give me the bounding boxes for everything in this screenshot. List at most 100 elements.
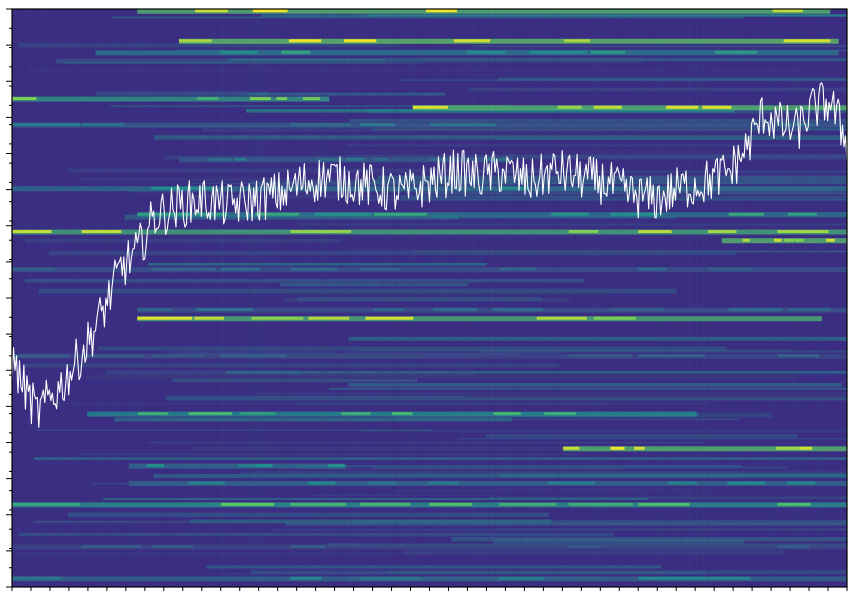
- heatmap-cell-column: [569, 9, 571, 587]
- heatmap-band-highlight: [776, 446, 800, 450]
- heatmap-cell-row: [86, 374, 796, 380]
- heatmap-cell-column: [75, 9, 76, 587]
- heatmap-cell-row: [201, 128, 806, 132]
- heatmap-cell-row: [378, 282, 546, 284]
- heatmap-band-highlight: [302, 97, 321, 101]
- heatmap-cell-column: [325, 9, 327, 587]
- heatmap-cell-column: [553, 9, 555, 587]
- heatmap-noise: [14, 9, 848, 587]
- heatmap-cell-row: [297, 465, 742, 467]
- heatmap-cell-row: [110, 105, 511, 107]
- heatmap-band-highlight: [529, 50, 588, 54]
- heatmap-cell-row: [38, 288, 677, 294]
- heatmap-cell-column: [281, 9, 283, 587]
- heatmap-cell-column: [468, 9, 470, 587]
- heatmap-cell-column: [250, 9, 251, 587]
- heatmap-cell-column: [170, 9, 172, 587]
- heatmap-cell-row: [328, 387, 847, 390]
- heatmap-cell-row: [338, 248, 682, 253]
- heatmap-cell-row: [373, 466, 787, 469]
- heatmap-cell-row: [302, 467, 626, 470]
- heatmap-cell-row: [316, 208, 745, 210]
- heatmap-cell-row: [280, 282, 469, 287]
- heatmap-band-highlight: [12, 502, 80, 506]
- heatmap-cell-column: [186, 9, 188, 587]
- heatmap-cell-row: [403, 550, 785, 555]
- heatmap-cell-column: [527, 9, 529, 587]
- heatmap-band-highlight: [707, 230, 737, 234]
- heatmap-band-highlight: [794, 238, 804, 242]
- heatmap-cell-column: [690, 9, 692, 587]
- heatmap-cell-column: [167, 9, 169, 587]
- heatmap-cell-column: [459, 9, 461, 587]
- heatmap-band-highlight: [206, 157, 232, 161]
- heatmap-cell-column: [277, 9, 279, 587]
- heatmap-cell-column: [344, 9, 345, 587]
- heatmap-band-highlight: [12, 576, 62, 580]
- heatmap-band-highlight: [638, 230, 672, 234]
- heatmap-band-highlight: [787, 308, 831, 312]
- heatmap-cell-column: [82, 9, 84, 587]
- heatmap-cell-row: [206, 565, 662, 569]
- heatmap-cell-column: [571, 9, 573, 587]
- heatmap-cell-row: [55, 58, 386, 64]
- heatmap-band-highlight: [234, 157, 247, 161]
- heatmap-cell-row: [247, 92, 446, 96]
- heatmap-cell-column: [516, 9, 517, 587]
- heatmap-band-highlight: [563, 446, 580, 450]
- heatmap-cell-column: [281, 9, 283, 587]
- heatmap-cell-column: [688, 9, 690, 587]
- heatmap-band-highlight: [373, 157, 389, 161]
- heatmap-cell-column: [512, 9, 514, 587]
- heatmap-band-highlight: [568, 230, 599, 234]
- heatmap-band: [412, 105, 847, 111]
- heatmap-cell-column: [696, 9, 698, 587]
- heatmap-band-highlight: [308, 481, 336, 485]
- heatmap-cell-column: [229, 9, 231, 587]
- heatmap-band-highlight: [255, 464, 273, 468]
- heatmap-band-highlight: [151, 186, 215, 190]
- heatmap-cell-column: [661, 9, 663, 587]
- heatmap-band: [563, 446, 847, 452]
- heatmap-cell-column: [769, 9, 771, 587]
- heatmap-cell-column: [696, 9, 698, 587]
- heatmap-band-highlight: [772, 9, 803, 13]
- heatmap-band-highlight: [787, 481, 816, 485]
- heatmap-band-highlight: [666, 105, 699, 109]
- heatmap-band-highlight: [429, 502, 473, 506]
- heatmap-cell-column: [320, 9, 322, 587]
- heatmap-band-highlight: [276, 97, 288, 101]
- heatmap-cell-row: [153, 474, 847, 478]
- heatmap-cell-column: [171, 9, 172, 587]
- heatmap-cell-column: [676, 9, 678, 587]
- heatmap-cell-row: [22, 363, 560, 368]
- heatmap-band-highlight: [373, 212, 427, 216]
- heatmap-cell-row: [36, 429, 433, 431]
- heatmap-cell-column: [386, 9, 388, 587]
- heatmap-cell-column: [382, 9, 384, 587]
- heatmap-cell-row: [469, 73, 819, 78]
- heatmap-cell-row: [458, 403, 634, 408]
- heatmap-cell-column: [576, 9, 577, 587]
- heatmap-cell-column: [474, 9, 475, 587]
- heatmap-band-highlight: [81, 354, 145, 358]
- heatmap-cell-row: [312, 519, 848, 522]
- heatmap-cell-column: [665, 9, 667, 587]
- heatmap-band-highlight: [773, 238, 782, 242]
- heatmap-cell-row: [415, 191, 847, 195]
- heatmap-cell-column: [550, 9, 552, 587]
- heatmap-band: [137, 8, 831, 14]
- heatmap-cell-column: [506, 9, 507, 587]
- heatmap-band-highlight: [777, 354, 820, 358]
- heatmap-cell-column: [707, 9, 709, 587]
- heatmap-band-highlight: [742, 238, 750, 242]
- heatmap-band-highlight: [547, 481, 596, 485]
- heatmap-cell-row: [251, 471, 739, 474]
- heatmap-cell-column: [284, 9, 286, 587]
- heatmap-cell-column: [74, 9, 76, 587]
- heatmap-cell-column: [102, 9, 104, 587]
- heatmap-cell-column: [472, 9, 474, 587]
- heatmap-band-highlight: [568, 502, 633, 506]
- heatmap-cell-row: [298, 223, 848, 227]
